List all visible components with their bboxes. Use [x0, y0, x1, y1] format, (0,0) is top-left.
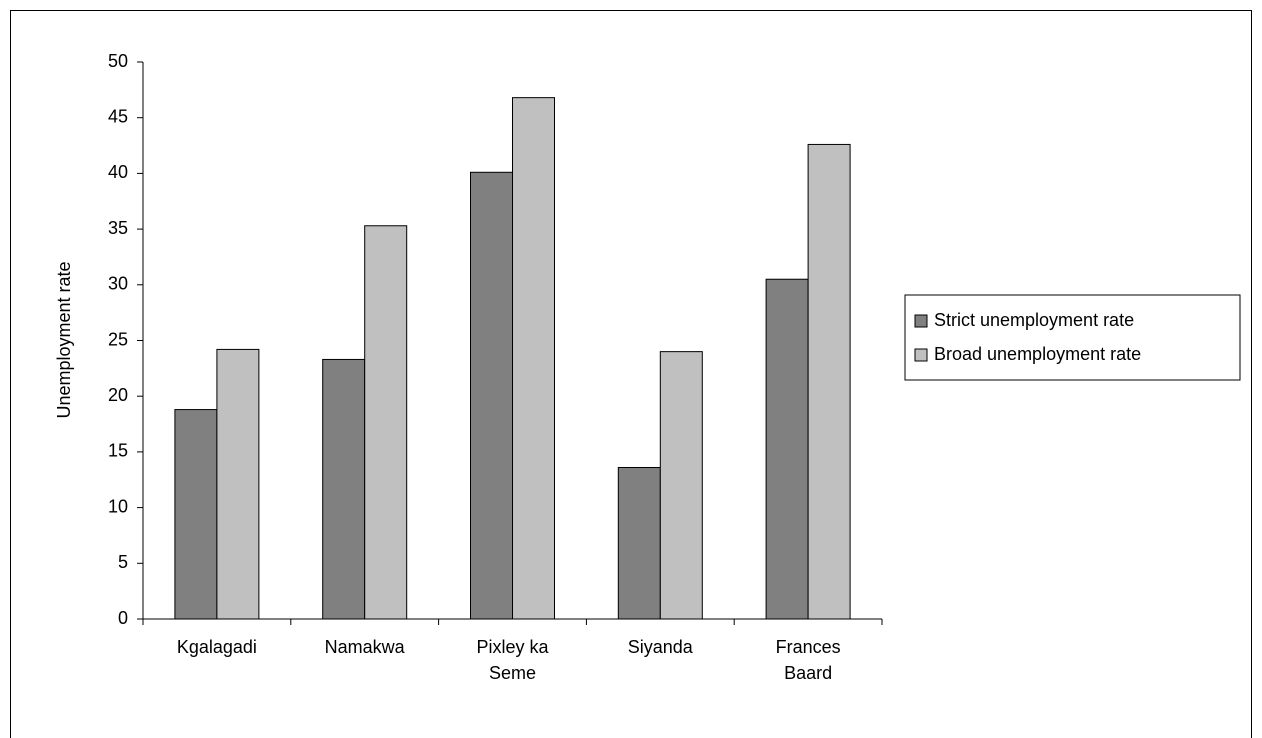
legend-box: [904, 294, 1241, 381]
bar: [807, 143, 851, 620]
x-tick-label: Siyanda: [627, 637, 693, 657]
y-tick-label: 25: [108, 329, 128, 349]
bar: [322, 358, 366, 620]
y-tick-label: 35: [108, 218, 128, 238]
legend-label: Strict unemployment rate: [934, 310, 1134, 330]
bar: [659, 351, 703, 620]
bar: [765, 278, 809, 620]
y-tick-label: 5: [118, 552, 128, 572]
y-tick-label: 10: [108, 496, 128, 516]
legend-swatch: [914, 314, 928, 328]
x-tick-label: Kgalagadi: [176, 637, 257, 657]
chart-frame: [10, 10, 1252, 738]
legend-swatch: [914, 348, 928, 362]
x-tick-label: Frances Baard: [775, 637, 841, 683]
y-tick-label: 20: [108, 385, 128, 405]
x-tick-label: Pixley ka Seme: [476, 637, 549, 683]
bar: [470, 171, 513, 620]
bar: [364, 225, 408, 620]
y-tick-label: 40: [108, 162, 128, 182]
legend-label: Broad unemployment rate: [934, 344, 1141, 364]
y-tick-label: 45: [108, 106, 128, 126]
bar: [216, 348, 260, 620]
bar: [174, 409, 218, 620]
y-tick-label: 30: [108, 274, 128, 294]
x-tick-label: Namakwa: [324, 637, 405, 657]
y-axis-title: Unemployment rate: [54, 261, 74, 418]
y-tick-label: 15: [108, 441, 128, 461]
bar: [512, 97, 555, 620]
y-tick-label: 50: [108, 51, 128, 71]
bar: [617, 466, 661, 620]
y-tick-label: 0: [118, 608, 128, 628]
